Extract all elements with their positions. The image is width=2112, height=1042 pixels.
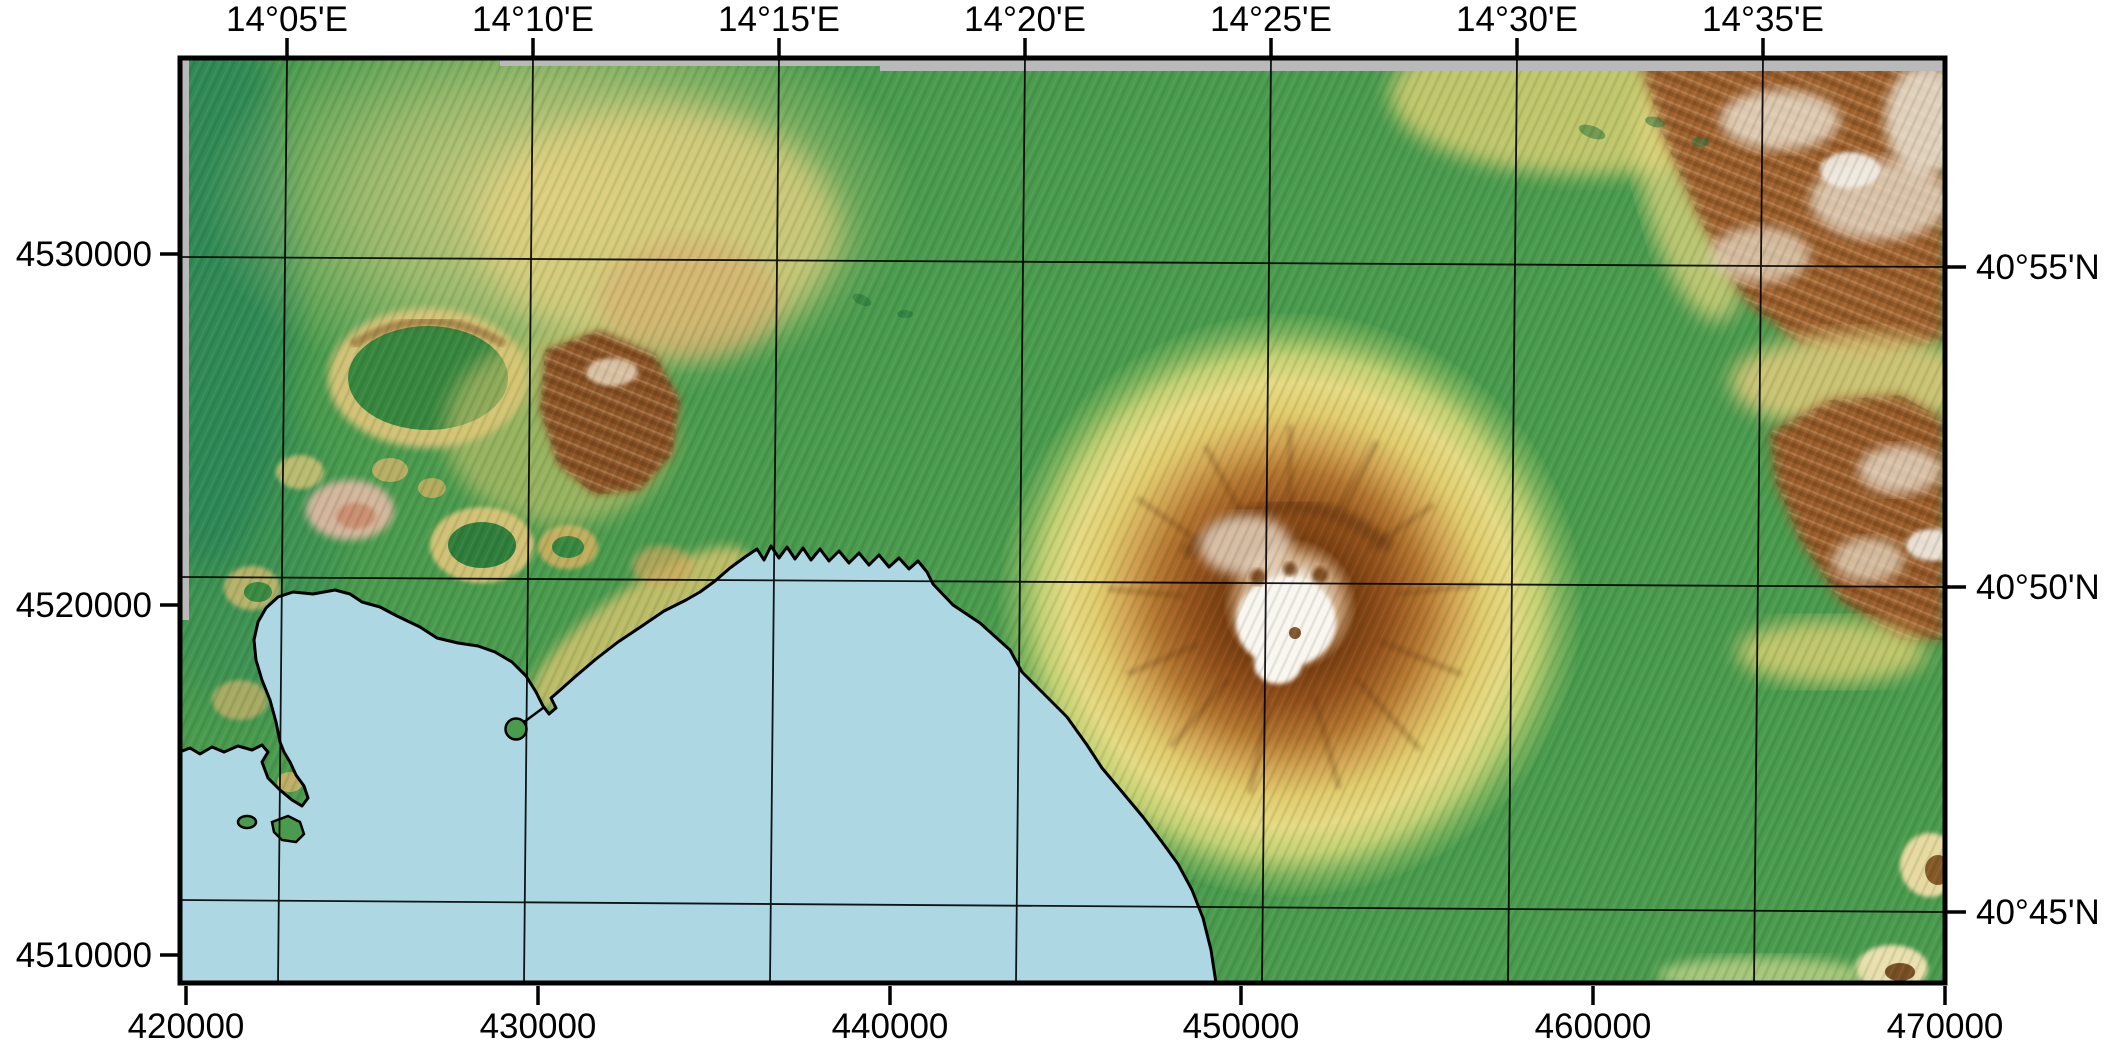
island-nisida	[504, 717, 528, 741]
graticule-meridian	[1261, 58, 1272, 983]
graticule-meridian	[1507, 58, 1518, 983]
sea	[180, 546, 1216, 983]
graticule-meridian	[277, 58, 288, 983]
top-axis-label: 14°30'E	[1456, 0, 1578, 39]
top-axis-label: 14°05'E	[226, 0, 348, 39]
right-axis-latitude: 40°55'N 40°50'N 40°45'N	[1947, 248, 2100, 932]
bottom-axis-label: 430000	[480, 1007, 597, 1042]
bottom-axis-label: 450000	[1183, 1007, 1300, 1042]
bottom-axis-label: 420000	[128, 1007, 245, 1042]
islet	[236, 814, 258, 830]
left-axis-label: 4510000	[16, 936, 152, 975]
right-axis-label: 40°45'N	[1976, 893, 2100, 932]
graticule-meridian	[523, 58, 534, 983]
map-frame-border	[177, 55, 1948, 986]
graticule-meridian	[769, 58, 780, 983]
coastline	[180, 544, 1218, 983]
bottom-axis-utm-easting: 420000 430000 440000 450000 460000 470000	[128, 986, 2004, 1042]
graticule-parallel	[180, 256, 1945, 268]
top-axis-label: 14°10'E	[472, 0, 594, 39]
right-axis-label: 40°55'N	[1976, 248, 2100, 287]
graticule-parallel	[180, 899, 1945, 913]
graticule-meridian	[1015, 58, 1026, 983]
top-axis-label: 14°35'E	[1702, 0, 1824, 39]
bottom-axis-label: 470000	[1887, 1007, 2004, 1042]
left-axis-label: 4520000	[16, 586, 152, 625]
top-axis-label: 14°20'E	[964, 0, 1086, 39]
left-axis-label: 4530000	[16, 235, 152, 274]
top-axis-longitude: 14°05'E 14°10'E 14°15'E 14°20'E 14°25'E 14°30…	[226, 0, 1824, 56]
graticule-parallel	[180, 576, 1945, 588]
right-axis-label: 40°50'N	[1976, 568, 2100, 607]
nodata-strips	[181, 60, 1945, 620]
top-axis-label: 14°15'E	[718, 0, 840, 39]
graticule	[180, 58, 1945, 983]
graticule-meridian	[1753, 58, 1764, 983]
left-axis-utm-northing: 4530000 4520000 4510000	[16, 235, 178, 975]
top-axis-label: 14°25'E	[1210, 0, 1332, 39]
bottom-axis-label: 440000	[832, 1007, 949, 1042]
bottom-axis-label: 460000	[1535, 1007, 1652, 1042]
